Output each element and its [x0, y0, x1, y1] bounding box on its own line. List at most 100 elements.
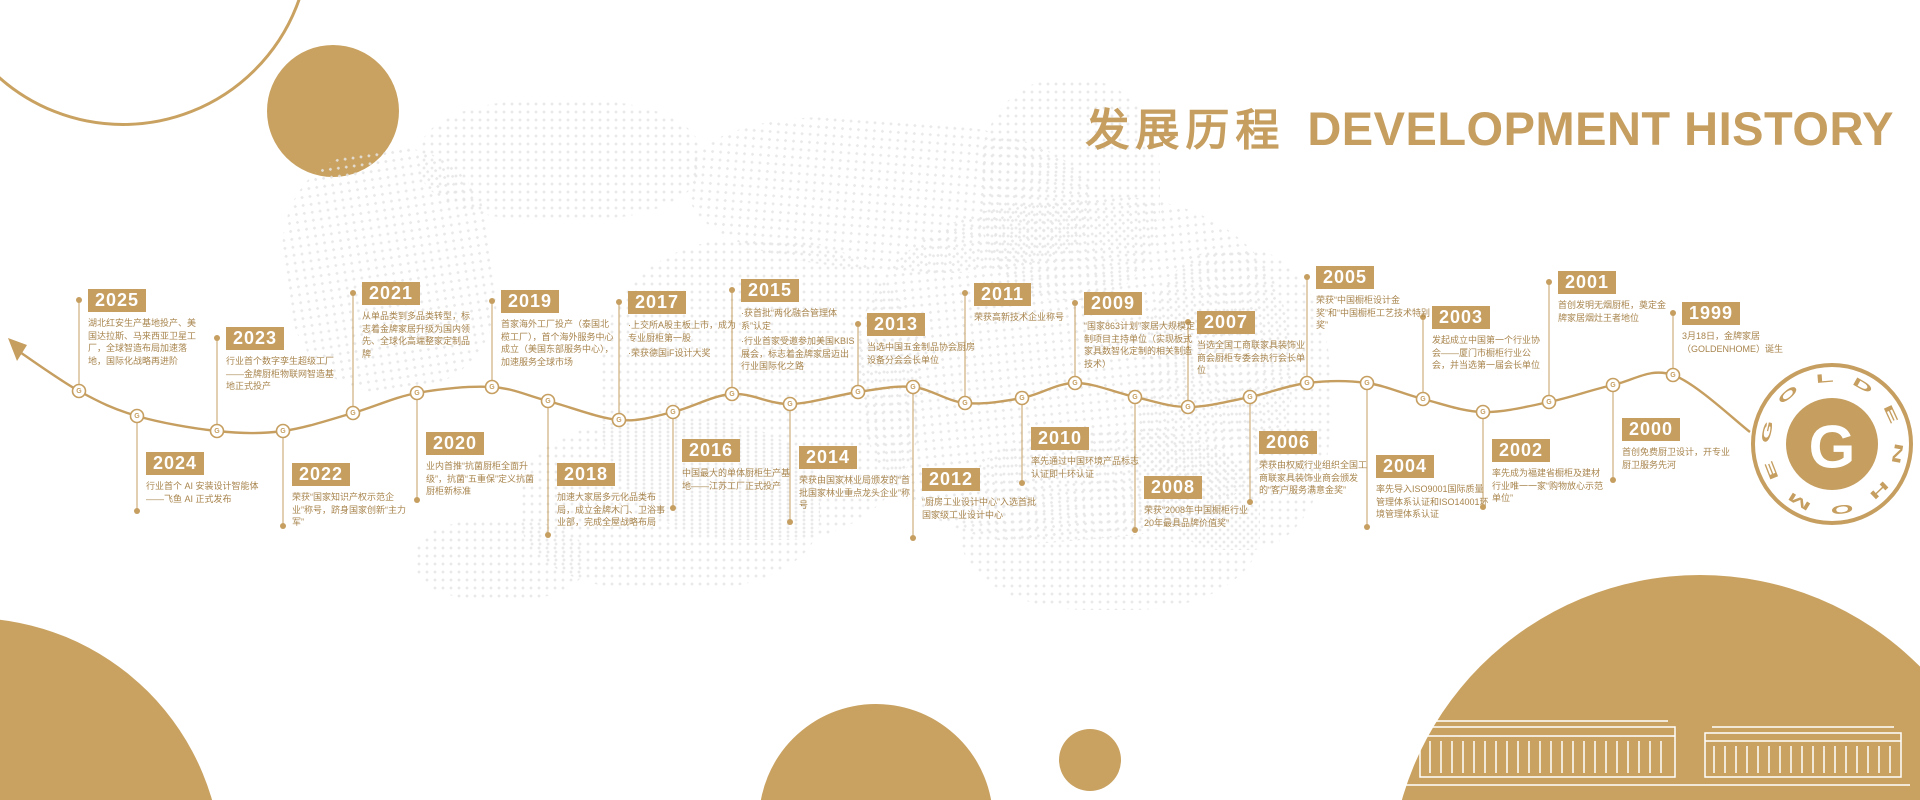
- page-title: 发展历程 DEVELOPMENT HISTORY: [1085, 94, 1894, 158]
- milestone-description: 荣获“2008年中国橱柜行业20年最具品牌价值奖”: [1144, 504, 1258, 529]
- milestone-dot: [1185, 319, 1191, 325]
- milestone-2020: 2020 业内首推“抗菌厨柜全面升级”，抗菌“五重保”定义抗菌厨柜新标准: [426, 432, 558, 501]
- milestone-desc-line: 率先导入ISO9001国际质量管理体系认证和ISO14001环境管理体系认证: [1376, 484, 1489, 520]
- milestone-description: ·上交所A股主板上市，成为专业厨柜第一股 ·荣获德国iF设计大奖: [628, 319, 742, 360]
- page-title-en: DEVELOPMENT HISTORY: [1307, 102, 1894, 155]
- year-label: 2003: [1432, 306, 1491, 329]
- timeline-node: [957, 395, 973, 411]
- timeline-node-glyph: G: [1610, 382, 1616, 389]
- milestone-description: 行业首个数字孪生超级工厂——金牌厨柜物联网智造基地正式投产: [226, 355, 340, 393]
- timeline-node-glyph: G: [76, 388, 82, 395]
- milestone-description: 3月18日，金牌家居（GOLDENHOME）诞生: [1682, 330, 1796, 355]
- milestone-desc-line: ·获首批“两化融合管理体系”认定: [741, 308, 837, 331]
- milestone-desc-line: 荣获由国家林业局颁发的“首批国家林业重点龙头企业”称号: [799, 475, 910, 511]
- milestone-dot: [76, 297, 82, 303]
- milestone-description: 荣获高新技术企业称号: [974, 311, 1088, 324]
- milestone-dot: [1480, 504, 1486, 510]
- milestone-2018: 2018 加速大家居多元化品类布局，成立金牌木门、卫浴事业部，完成全屋战略布局: [557, 463, 689, 532]
- timeline-node-glyph: G: [787, 401, 793, 408]
- logo-inner-disc: [1786, 398, 1878, 490]
- timeline-node-glyph: G: [1420, 396, 1426, 403]
- timeline-node-glyph: G: [545, 398, 551, 405]
- timeline-node: [540, 393, 556, 409]
- timeline-node: [665, 404, 681, 420]
- milestone-dot: [855, 321, 861, 327]
- timeline-node: [1242, 389, 1258, 405]
- milestone-desc-line: 行业首个 AI 安装设计智能体——飞鱼 AI 正式发布: [146, 481, 259, 504]
- milestone-desc-line: 从单品类到多品类转型，标志着金牌家居升级为国内领先、全球化高端整家定制品牌: [362, 311, 471, 359]
- timeline-node-glyph: G: [134, 413, 140, 420]
- milestone-description: ·获首批“两化融合管理体系”认定 ·行业首家受邀参加美国KBIS展会，标志着金牌家…: [741, 307, 855, 373]
- timeline-node: [1605, 377, 1621, 393]
- timeline-node: [1475, 404, 1491, 420]
- milestone-dot: [1072, 300, 1078, 306]
- milestone-description: 荣获由权威行业组织全国工商联家具装饰业商会颁发的“客户服务满意金奖”: [1259, 459, 1373, 497]
- milestone-description: 首创免费厨卫设计，开专业厨卫服务先河: [1622, 446, 1736, 471]
- dotted-map-blob: [980, 80, 1160, 300]
- timeline-node-glyph: G: [489, 384, 495, 391]
- dotted-map-blob: [960, 430, 1260, 610]
- milestone-description: 率先成为福建省橱柜及建材行业唯一一家“购物放心示范单位”: [1492, 467, 1606, 505]
- milestone-dot: [1304, 274, 1310, 280]
- year-label: 2013: [867, 313, 926, 336]
- dotted-map-blob: [415, 520, 585, 600]
- milestone-2024: 2024 行业首个 AI 安装设计智能体——飞鱼 AI 正式发布: [146, 452, 278, 508]
- year-label: 2017: [628, 291, 687, 314]
- timeline-node: [275, 423, 291, 439]
- timeline-node-glyph: G: [1364, 380, 1370, 387]
- dotted-map-blob: [420, 100, 700, 220]
- milestone-desc-line: ·上交所A股主板上市，成为专业厨柜第一股: [628, 320, 737, 343]
- milestone-dot: [280, 523, 286, 529]
- milestone-2022: 2022 荣获“国家知识产权示范企业”称号，跻身国家创新“主力军”: [292, 463, 424, 532]
- milestone-desc-line: 当选中国五金制品协会厨房设备分会会长单位: [867, 342, 976, 365]
- milestone-desc-line: 率先通过中国环境产品标志认证即十环认证: [1031, 456, 1140, 479]
- timeline-arrow: [8, 338, 27, 361]
- year-label: 2010: [1031, 427, 1090, 450]
- milestone-2025: 2025 湖北红安生产基地投产、美国达拉斯、马来西亚卫星工厂，全球智造布局加速落…: [88, 289, 220, 370]
- timeline-node-glyph: G: [280, 428, 286, 435]
- milestone-description: 从单品类到多品类转型，标志着金牌家居升级为国内领先、全球化高端整家定制品牌: [362, 310, 476, 360]
- milestone-dot: [134, 508, 140, 514]
- milestone-desc-line: 荣获由权威行业组织全国工商联家具装饰业商会颁发的“客户服务满意金奖”: [1259, 460, 1368, 496]
- milestone-dot: [1132, 527, 1138, 533]
- timeline-node-glyph: G: [1132, 394, 1138, 401]
- year-label: 2002: [1492, 439, 1551, 462]
- timeline-node-glyph: G: [1304, 380, 1310, 387]
- year-label: 2022: [292, 463, 351, 486]
- milestone-2010: 2010 率先通过中国环境产品标志认证即十环认证: [1031, 427, 1163, 483]
- year-label: 2024: [146, 452, 205, 475]
- timeline-node: [209, 423, 225, 439]
- timeline-node: [1415, 391, 1431, 407]
- year-label: 2009: [1084, 292, 1143, 315]
- milestone-dot: [729, 287, 735, 293]
- year-label: 2015: [741, 279, 800, 302]
- year-label: 2011: [974, 283, 1032, 306]
- milestone-description: 中国最大的单体厨柜生产基地——江苏工厂正式投产: [682, 467, 796, 492]
- milestone-dot: [962, 290, 968, 296]
- milestone-2016: 2016 中国最大的单体厨柜生产基地——江苏工厂正式投产: [682, 439, 814, 495]
- timeline-node-glyph: G: [1185, 404, 1191, 411]
- timeline-node: [409, 385, 425, 401]
- timeline-node: [1359, 375, 1375, 391]
- milestone-description: 湖北红安生产基地投产、美国达拉斯、马来西亚卫星工厂，全球智造布局加速落地，国际化…: [88, 317, 202, 367]
- milestone-dot: [670, 505, 676, 511]
- milestone-description: 率先通过中国环境产品标志认证即十环认证: [1031, 455, 1145, 480]
- year-label: 2025: [88, 289, 147, 312]
- timeline-node: [484, 379, 500, 395]
- timeline-node: [1180, 399, 1196, 415]
- milestone-dot: [1610, 477, 1616, 483]
- timeline-node-glyph: G: [1480, 409, 1486, 416]
- milestone-2021: 2021 从单品类到多品类转型，标志着金牌家居升级为国内领先、全球化高端整家定制…: [362, 282, 494, 363]
- logo-monogram: G: [1809, 414, 1856, 481]
- milestone-2005: 2005 荣获“中国橱柜设计金奖”和“中国橱柜工艺技术特别奖”: [1316, 266, 1448, 335]
- milestone-dot: [214, 335, 220, 341]
- timeline-node: [1665, 367, 1681, 383]
- decor-circle-small: [1059, 729, 1121, 791]
- milestone-description: 行业首个 AI 安装设计智能体——飞鱼 AI 正式发布: [146, 480, 260, 505]
- milestone-desc-line: 湖北红安生产基地投产、美国达拉斯、马来西亚卫星工厂，全球智造布局加速落地，国际化…: [88, 318, 197, 366]
- year-label: 2014: [799, 446, 858, 469]
- milestone-desc-line: 当选全国工商联家具装饰业商会厨柜专委会执行会长单位: [1197, 340, 1306, 376]
- year-label: 2007: [1197, 311, 1256, 334]
- timeline-node-glyph: G: [910, 384, 916, 391]
